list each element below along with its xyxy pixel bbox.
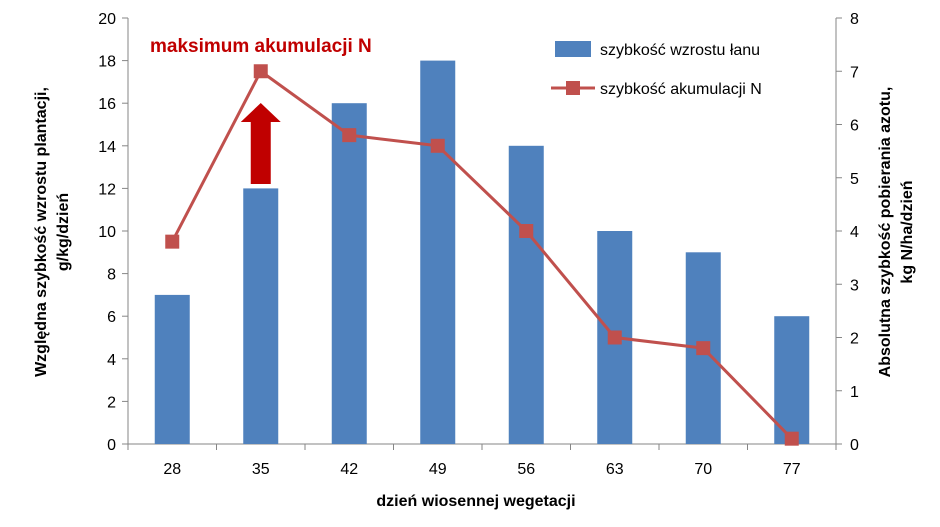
- line-path: [170, 69, 793, 440]
- y-left-tick-label: 4: [107, 352, 116, 369]
- legend-swatch-bar: [555, 41, 591, 57]
- bar: [420, 60, 456, 444]
- x-tick-label: 42: [340, 461, 358, 478]
- x-tick-label: 70: [694, 461, 712, 478]
- x-axis-title: dzień wiosennej wegetacji: [376, 493, 575, 510]
- line-marker: [430, 138, 445, 153]
- legend-swatch-marker: [566, 81, 580, 95]
- legend-label-line: szybkość akumulacji N: [600, 81, 762, 98]
- x-tick-label: 63: [606, 461, 624, 478]
- y-axis-right-title: Absolutna szybkość pobierania azotu, kg …: [877, 87, 916, 378]
- y-left-tick-label: 18: [98, 54, 116, 71]
- y-left-tick-label: 10: [98, 224, 116, 241]
- x-tick-label: 28: [163, 461, 181, 478]
- y-axis-left-title: Względna szybkość wzrostu plantacji, g/k…: [33, 87, 72, 377]
- y-left-tick-label: 8: [107, 267, 116, 284]
- y-axis-right-title-line1: Absolutna szybkość pobierania azotu,: [877, 87, 894, 378]
- y-axis-left-title-line1: Względna szybkość wzrostu plantacji,: [33, 87, 50, 377]
- line-marker: [519, 224, 534, 238]
- annotation-label: maksimum akumulacji N: [150, 36, 372, 57]
- y-right-tick-label: 2: [850, 331, 859, 348]
- bar: [331, 103, 367, 444]
- line-marker: [696, 341, 711, 356]
- y-left-tick-label: 20: [98, 11, 116, 28]
- bar: [508, 145, 544, 445]
- y-right-tick-label: 8: [850, 11, 859, 28]
- y-axis-left-title-line2: g/kg/dzień: [55, 193, 72, 271]
- y-left-tick-label: 14: [98, 139, 116, 156]
- x-tick-label: 56: [517, 461, 535, 478]
- x-tick-label: 35: [252, 461, 270, 478]
- legend: szybkość wzrostu łanu szybkość akumulacji…: [551, 41, 762, 98]
- bar: [774, 316, 810, 444]
- x-tick-label: 49: [429, 461, 447, 478]
- y-right-tick-label: 7: [850, 64, 859, 81]
- line-marker: [165, 234, 180, 249]
- bar: [154, 294, 190, 444]
- y-right-tick-label: 3: [850, 277, 859, 294]
- annotation-arrow: [240, 103, 281, 184]
- y-left-tick-label: 12: [98, 181, 116, 198]
- y-right-tick-label: 0: [850, 437, 859, 454]
- y-left-tick-label: 0: [107, 437, 116, 454]
- y-left-tick-label: 2: [107, 394, 116, 411]
- y-right-tick-label: 1: [850, 384, 859, 401]
- y-left-tick-label: 6: [107, 309, 116, 326]
- line-marker: [342, 128, 357, 143]
- line-marker: [784, 431, 799, 446]
- y-axis-right-title-line2: kg N/ha/dzień: [899, 180, 916, 283]
- bar: [243, 188, 279, 444]
- line-marker: [607, 330, 622, 345]
- x-tick-label: 77: [783, 461, 801, 478]
- y-right-tick-label: 4: [850, 224, 859, 241]
- legend-label-bar: szybkość wzrostu łanu: [600, 42, 760, 59]
- line-marker: [253, 64, 268, 79]
- y-left-tick-label: 16: [98, 96, 116, 113]
- y-right-tick-label: 6: [850, 118, 859, 135]
- line-series: [165, 64, 799, 446]
- y-right-tick-label: 5: [850, 171, 859, 188]
